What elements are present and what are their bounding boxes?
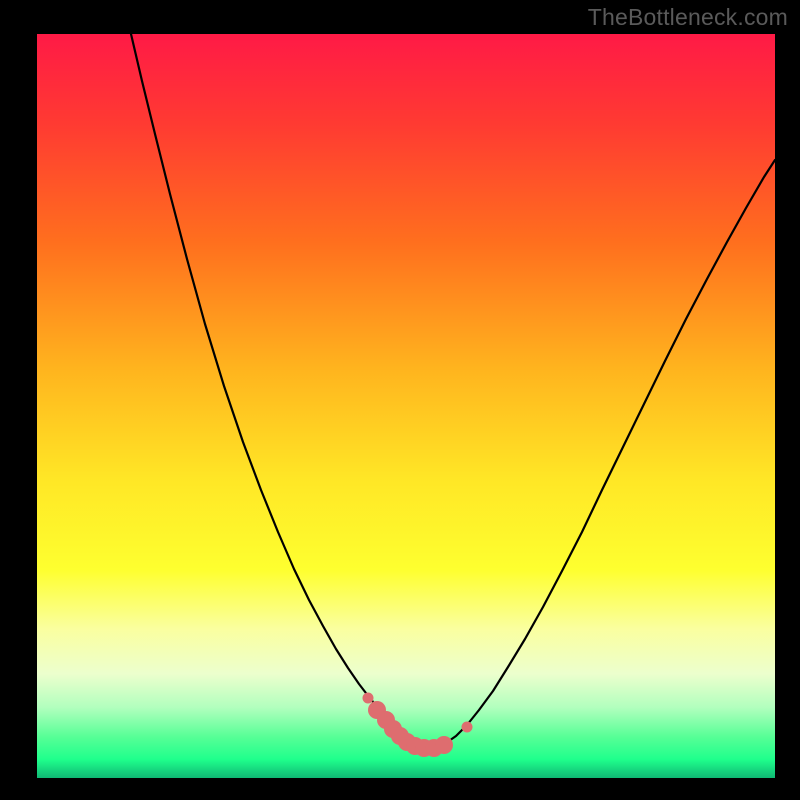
watermark-text: TheBottleneck.com: [588, 4, 788, 31]
bottleneck-curve: [131, 34, 775, 748]
curve-marker: [462, 722, 473, 733]
chart-svg: [37, 34, 775, 778]
curve-marker: [435, 736, 453, 754]
plot-area: [37, 34, 775, 778]
canvas-frame: TheBottleneck.com: [0, 0, 800, 800]
curve-marker: [363, 693, 374, 704]
